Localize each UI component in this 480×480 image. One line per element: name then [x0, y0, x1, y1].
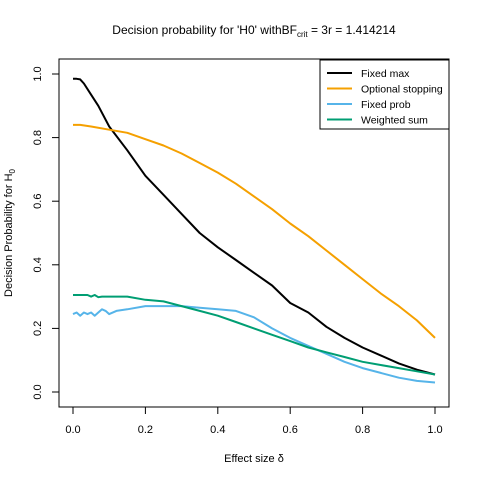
y-tick-label: 0.6 [32, 194, 44, 209]
series-line-fixed-prob [72, 305, 436, 384]
legend-label-fixed-max: Fixed max [361, 68, 410, 80]
legend-label-weighted-sum: Weighted sum [361, 115, 428, 127]
y-axis-title: Decision Probability for H0 [3, 168, 17, 297]
x-tick-label: 0.0 [65, 424, 80, 436]
legend-label-fixed-prob: Fixed prob [361, 99, 411, 111]
y-tick-label: 0.2 [32, 321, 44, 336]
y-tick-label: 1.0 [32, 66, 44, 81]
y-axis: 0.0 0.2 0.4 0.6 0.8 1.0 [32, 66, 60, 400]
series-line-weighted-sum [73, 294, 436, 376]
y-axis-title-prefix: Decision Probability for H [3, 173, 15, 297]
y-axis-title-subscript: 0 [8, 168, 17, 173]
x-tick-label: 0.2 [138, 424, 153, 436]
x-tick-label: 0.8 [355, 424, 370, 436]
chart-title-subscript: crit [297, 30, 308, 39]
legend-box [319, 59, 450, 130]
y-tick-label: 0.8 [32, 130, 44, 145]
y-tick-label: 0.0 [32, 384, 44, 399]
legend: Fixed max Optional stopping Fixed prob Weig… [319, 59, 450, 130]
y-tick-label: 0.4 [32, 257, 44, 272]
x-axis-title: Effect size δ [224, 453, 284, 465]
series-line-optional-stopping [73, 123, 436, 339]
chart-title-suffix: = 3r = 1.414214 [308, 23, 396, 37]
x-tick-label: 0.6 [283, 424, 298, 436]
chart-title: Decision probability for 'H0' withBFcrit… [112, 23, 396, 39]
x-tick-label: 0.4 [210, 424, 225, 436]
series-line-fixed-max [73, 77, 436, 376]
chart-title-prefix: Decision probability for 'H0' withBF [112, 23, 297, 37]
x-tick-label: 1.0 [427, 424, 442, 436]
legend-label-optional-stopping: Optional stopping [361, 84, 443, 96]
series-group [72, 77, 436, 384]
x-axis: 0.0 0.2 0.4 0.6 0.8 1.0 [65, 406, 443, 436]
